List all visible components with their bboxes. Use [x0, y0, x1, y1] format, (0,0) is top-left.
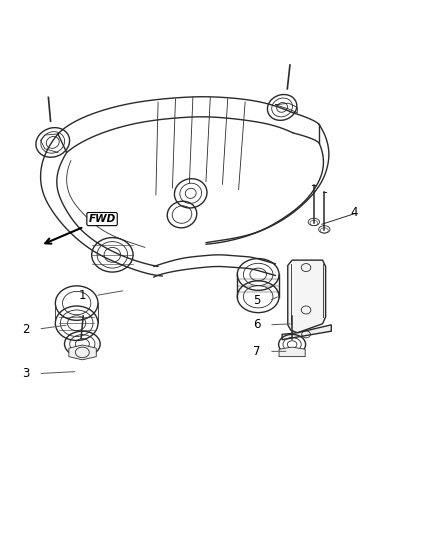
Text: 2: 2 — [22, 322, 30, 336]
Text: 1: 1 — [79, 289, 86, 302]
Text: 3: 3 — [22, 367, 30, 380]
Polygon shape — [282, 325, 331, 340]
Text: 5: 5 — [253, 294, 260, 308]
Text: 4: 4 — [351, 206, 358, 219]
Polygon shape — [288, 260, 325, 333]
Text: 6: 6 — [253, 318, 260, 332]
Polygon shape — [279, 347, 305, 357]
Text: 7: 7 — [253, 345, 260, 358]
Text: FWD: FWD — [88, 214, 116, 224]
Polygon shape — [69, 345, 96, 360]
